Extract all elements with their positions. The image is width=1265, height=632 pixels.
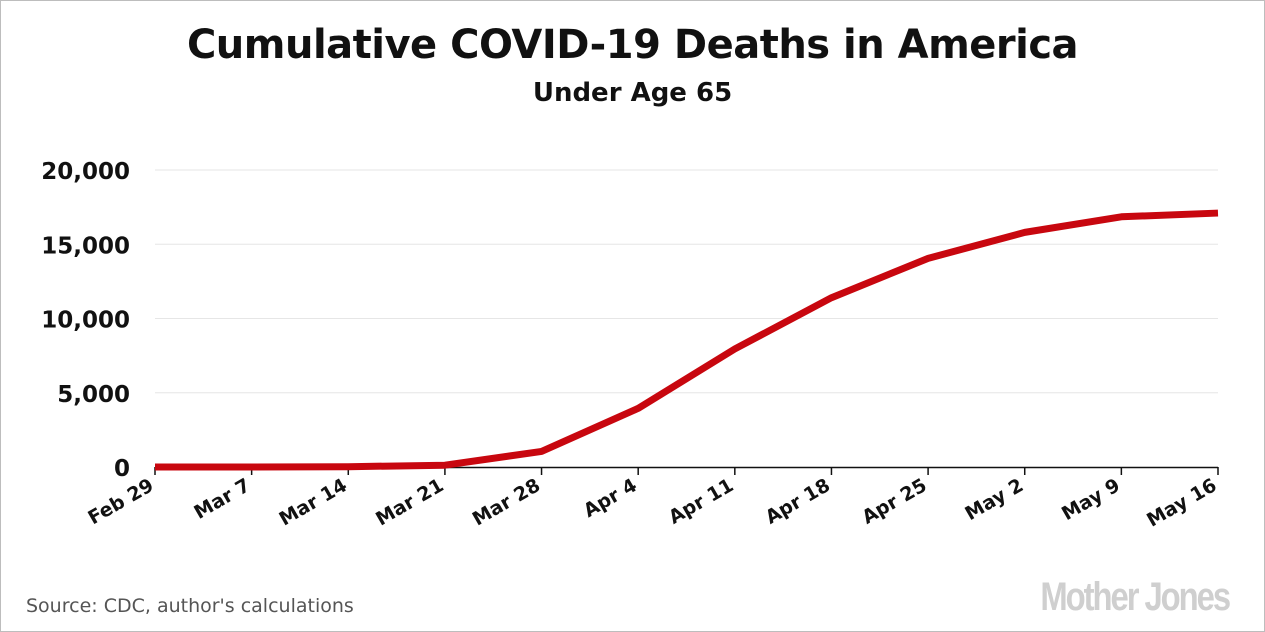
y-tick-label: 0 — [114, 456, 130, 482]
x-tick-label: Mar 14 — [276, 474, 351, 530]
y-tick-label: 20,000 — [41, 159, 130, 185]
chart-title: Cumulative COVID-19 Deaths in America — [186, 22, 1079, 68]
gridlines — [155, 169, 1218, 394]
x-tick-label: Mar 28 — [469, 474, 544, 530]
x-tick-label: Mar 21 — [372, 474, 447, 530]
x-tick-label: May 16 — [1143, 474, 1220, 531]
x-tick-label: Apr 11 — [665, 474, 737, 528]
x-axis-ticks: Feb 29 Mar 7 Mar 14 Mar 21 Mar 28 Apr 4 Apr 11… — [84, 474, 1220, 531]
x-tick-label: Feb 29 — [84, 474, 157, 529]
y-tick-label: 5,000 — [57, 382, 130, 408]
x-tick-label: Apr 25 — [858, 474, 930, 528]
x-tick-label: May 9 — [1058, 474, 1124, 525]
y-tick-label: 15,000 — [41, 233, 130, 259]
chart-subtitle: Under Age 65 — [532, 78, 733, 108]
source-note: Source: CDC, author's calculations — [26, 595, 354, 617]
x-tick-label: Mar 7 — [190, 474, 254, 524]
x-tick-label: Apr 4 — [580, 474, 641, 522]
x-tick-label: Apr 18 — [762, 474, 834, 528]
y-tick-label: 10,000 — [41, 308, 130, 334]
series-line — [155, 209, 1219, 471]
y-axis-ticks: 0 5,000 10,000 15,000 20,000 — [41, 159, 130, 482]
series-layer — [154, 209, 1219, 471]
mother-jones-logo: Mother Jones — [1040, 575, 1231, 619]
x-tick-label: May 2 — [961, 474, 1027, 525]
